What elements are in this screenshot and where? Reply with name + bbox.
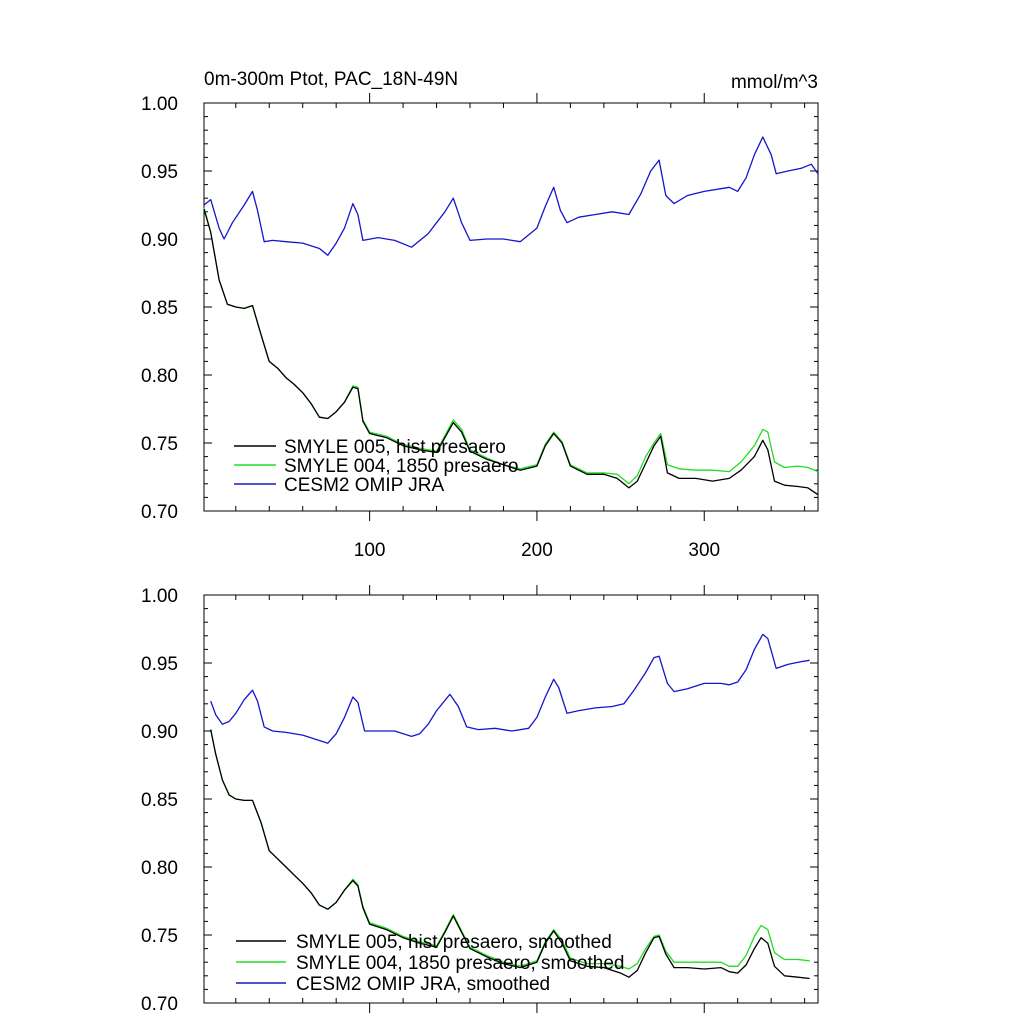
- x-tick-label: 100: [354, 540, 386, 561]
- y-tick-label: 0.85: [141, 790, 178, 811]
- y-tick-label: 1.00: [141, 94, 178, 115]
- y-tick-label: 0.70: [141, 502, 178, 523]
- y-tick-label: 0.95: [141, 654, 178, 675]
- y-tick-label: 0.75: [141, 434, 178, 455]
- series-line-0: [210, 729, 810, 980]
- y-tick-label: 0.80: [141, 858, 178, 879]
- y-tick-label: 1.00: [141, 586, 178, 607]
- legend-label: SMYLE 004, 1850 presaero: [284, 456, 519, 477]
- chart-title: 0m-300m Ptot, PAC_18N-49N: [204, 69, 458, 90]
- bottom-panel: 0.70 0.75 0.80 0.85 0.90 0.95 1.00 SMYLE 005, h…: [141, 585, 819, 1015]
- x-tick-label: 200: [521, 540, 553, 561]
- top-panel: 0.70 0.75 0.80 0.85 0.90 0.95 1.00 100 200 300 SMY…: [141, 93, 819, 561]
- legend-label: SMYLE 005, hist presaero, smoothed: [296, 932, 612, 953]
- y-tick-label: 0.95: [141, 162, 178, 183]
- y-tick-label: 0.80: [141, 366, 178, 387]
- chart-units: mmol/m^3: [731, 72, 818, 93]
- series-line-2: [203, 136, 819, 256]
- legend-label: CESM2 OMIP JRA, smoothed: [296, 974, 550, 995]
- y-tick-label: 0.90: [141, 230, 178, 251]
- y-tick-label: 0.75: [141, 926, 178, 947]
- legend-label: SMYLE 005, hist presaero: [284, 437, 506, 458]
- legend-label: SMYLE 004, 1850 presaero, smoothed: [296, 953, 624, 974]
- y-tick-label: 0.90: [141, 722, 178, 743]
- y-tick-label: 0.70: [141, 994, 178, 1015]
- y-tick-label: 0.85: [141, 298, 178, 319]
- legend-label: CESM2 OMIP JRA: [284, 475, 444, 496]
- x-tick-label: 300: [688, 540, 720, 561]
- series-line-2: [210, 633, 810, 744]
- series-line-0: [203, 208, 819, 496]
